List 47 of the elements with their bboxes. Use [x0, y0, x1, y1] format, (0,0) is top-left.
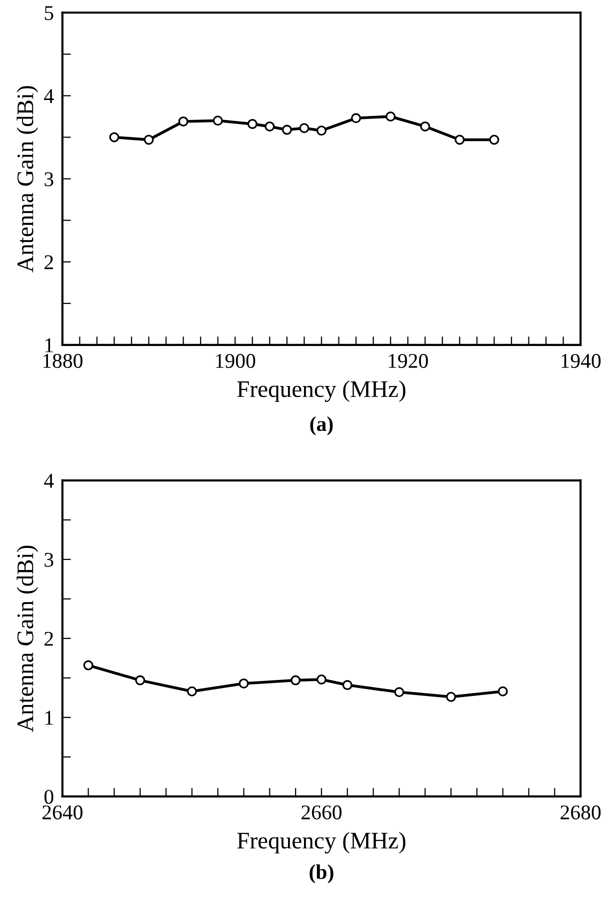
x-tick-label: 1920 — [388, 354, 428, 368]
y-tick-label: 2 — [44, 632, 53, 646]
text: (b) — [310, 864, 334, 884]
point — [454, 134, 465, 145]
point — [420, 121, 430, 132]
point — [247, 118, 258, 129]
point — [351, 113, 362, 124]
x-axis-title: Frequency (MHz) — [237, 380, 406, 402]
y-axis-title: Antenna Gain (dBi) — [16, 86, 38, 272]
y-tick-label: 2 — [44, 255, 53, 270]
y-tick-label: 3 — [44, 172, 54, 186]
point — [144, 134, 154, 145]
point — [178, 116, 188, 126]
point — [135, 675, 146, 686]
point — [264, 121, 275, 132]
y-tick-label: 0 — [44, 790, 54, 804]
point — [342, 680, 352, 690]
point — [498, 686, 508, 696]
x-tick-label: 2640 — [42, 805, 82, 820]
point — [186, 686, 197, 696]
x-tick-label: 1880 — [43, 354, 82, 368]
x-tick-label: 2660 — [302, 805, 342, 820]
y-axis-title: Antenna Gain (dBi) — [16, 546, 38, 732]
x-tick-label: 2680 — [560, 805, 601, 820]
point — [299, 123, 310, 134]
x-axis-title: Frequency (MHz) — [237, 832, 406, 854]
point — [109, 132, 120, 142]
point — [386, 111, 396, 122]
y-tick-label: 3 — [44, 552, 54, 567]
point — [394, 687, 404, 698]
y-tick-label: 1 — [46, 710, 53, 725]
point — [316, 126, 326, 136]
y-tick-label: 1 — [46, 338, 53, 352]
point — [290, 675, 301, 686]
x-tick-label: 1940 — [562, 354, 601, 368]
point — [489, 134, 500, 145]
point — [212, 116, 223, 126]
x-tick-label: 1900 — [216, 354, 256, 368]
text: (a) — [310, 416, 333, 436]
point — [282, 124, 292, 135]
y-tick-label: 5 — [44, 6, 54, 20]
point — [238, 678, 249, 688]
point — [446, 692, 456, 702]
y-tick-label: 4 — [44, 474, 54, 488]
point — [83, 660, 94, 670]
point — [316, 674, 326, 685]
y-tick-label: 4 — [44, 89, 54, 103]
